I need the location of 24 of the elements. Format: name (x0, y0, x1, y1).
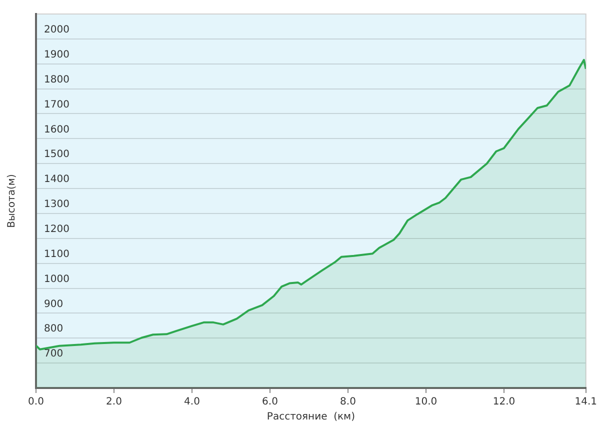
y-tick-label: 1200 (44, 224, 70, 235)
x-tick-label: 2.0 (106, 396, 122, 408)
x-tick-label: 10.0 (414, 396, 438, 408)
y-axis-title: Высота(м) (6, 174, 18, 228)
y-tick-label: 2000 (44, 24, 70, 36)
x-tick-label: 14.1 (574, 396, 597, 408)
y-tick-label: 1500 (44, 149, 70, 160)
y-tick-label: 800 (44, 324, 64, 335)
x-axis-title: Расстояние (км) (266, 412, 356, 423)
y-tick-label: 1400 (44, 174, 70, 186)
y-tick-label: 1000 (44, 274, 70, 285)
y-tick-label: 1800 (44, 74, 70, 86)
y-tick-label: 1100 (44, 248, 70, 260)
y-tick-label: 1300 (44, 199, 70, 210)
y-tick-label: 1900 (44, 49, 70, 60)
x-tick-label: 8.0 (340, 396, 356, 408)
y-tick-label: 900 (44, 298, 64, 310)
y-tick-label: 1700 (44, 99, 70, 110)
y-tick-label: 1600 (44, 124, 70, 136)
x-tick-label: 12.0 (492, 396, 516, 408)
x-tick-label: 6.0 (262, 396, 278, 408)
x-tick-label: 4.0 (184, 396, 200, 408)
x-tick-label: 0.0 (28, 396, 44, 408)
y-tick-label: 700 (44, 348, 64, 360)
